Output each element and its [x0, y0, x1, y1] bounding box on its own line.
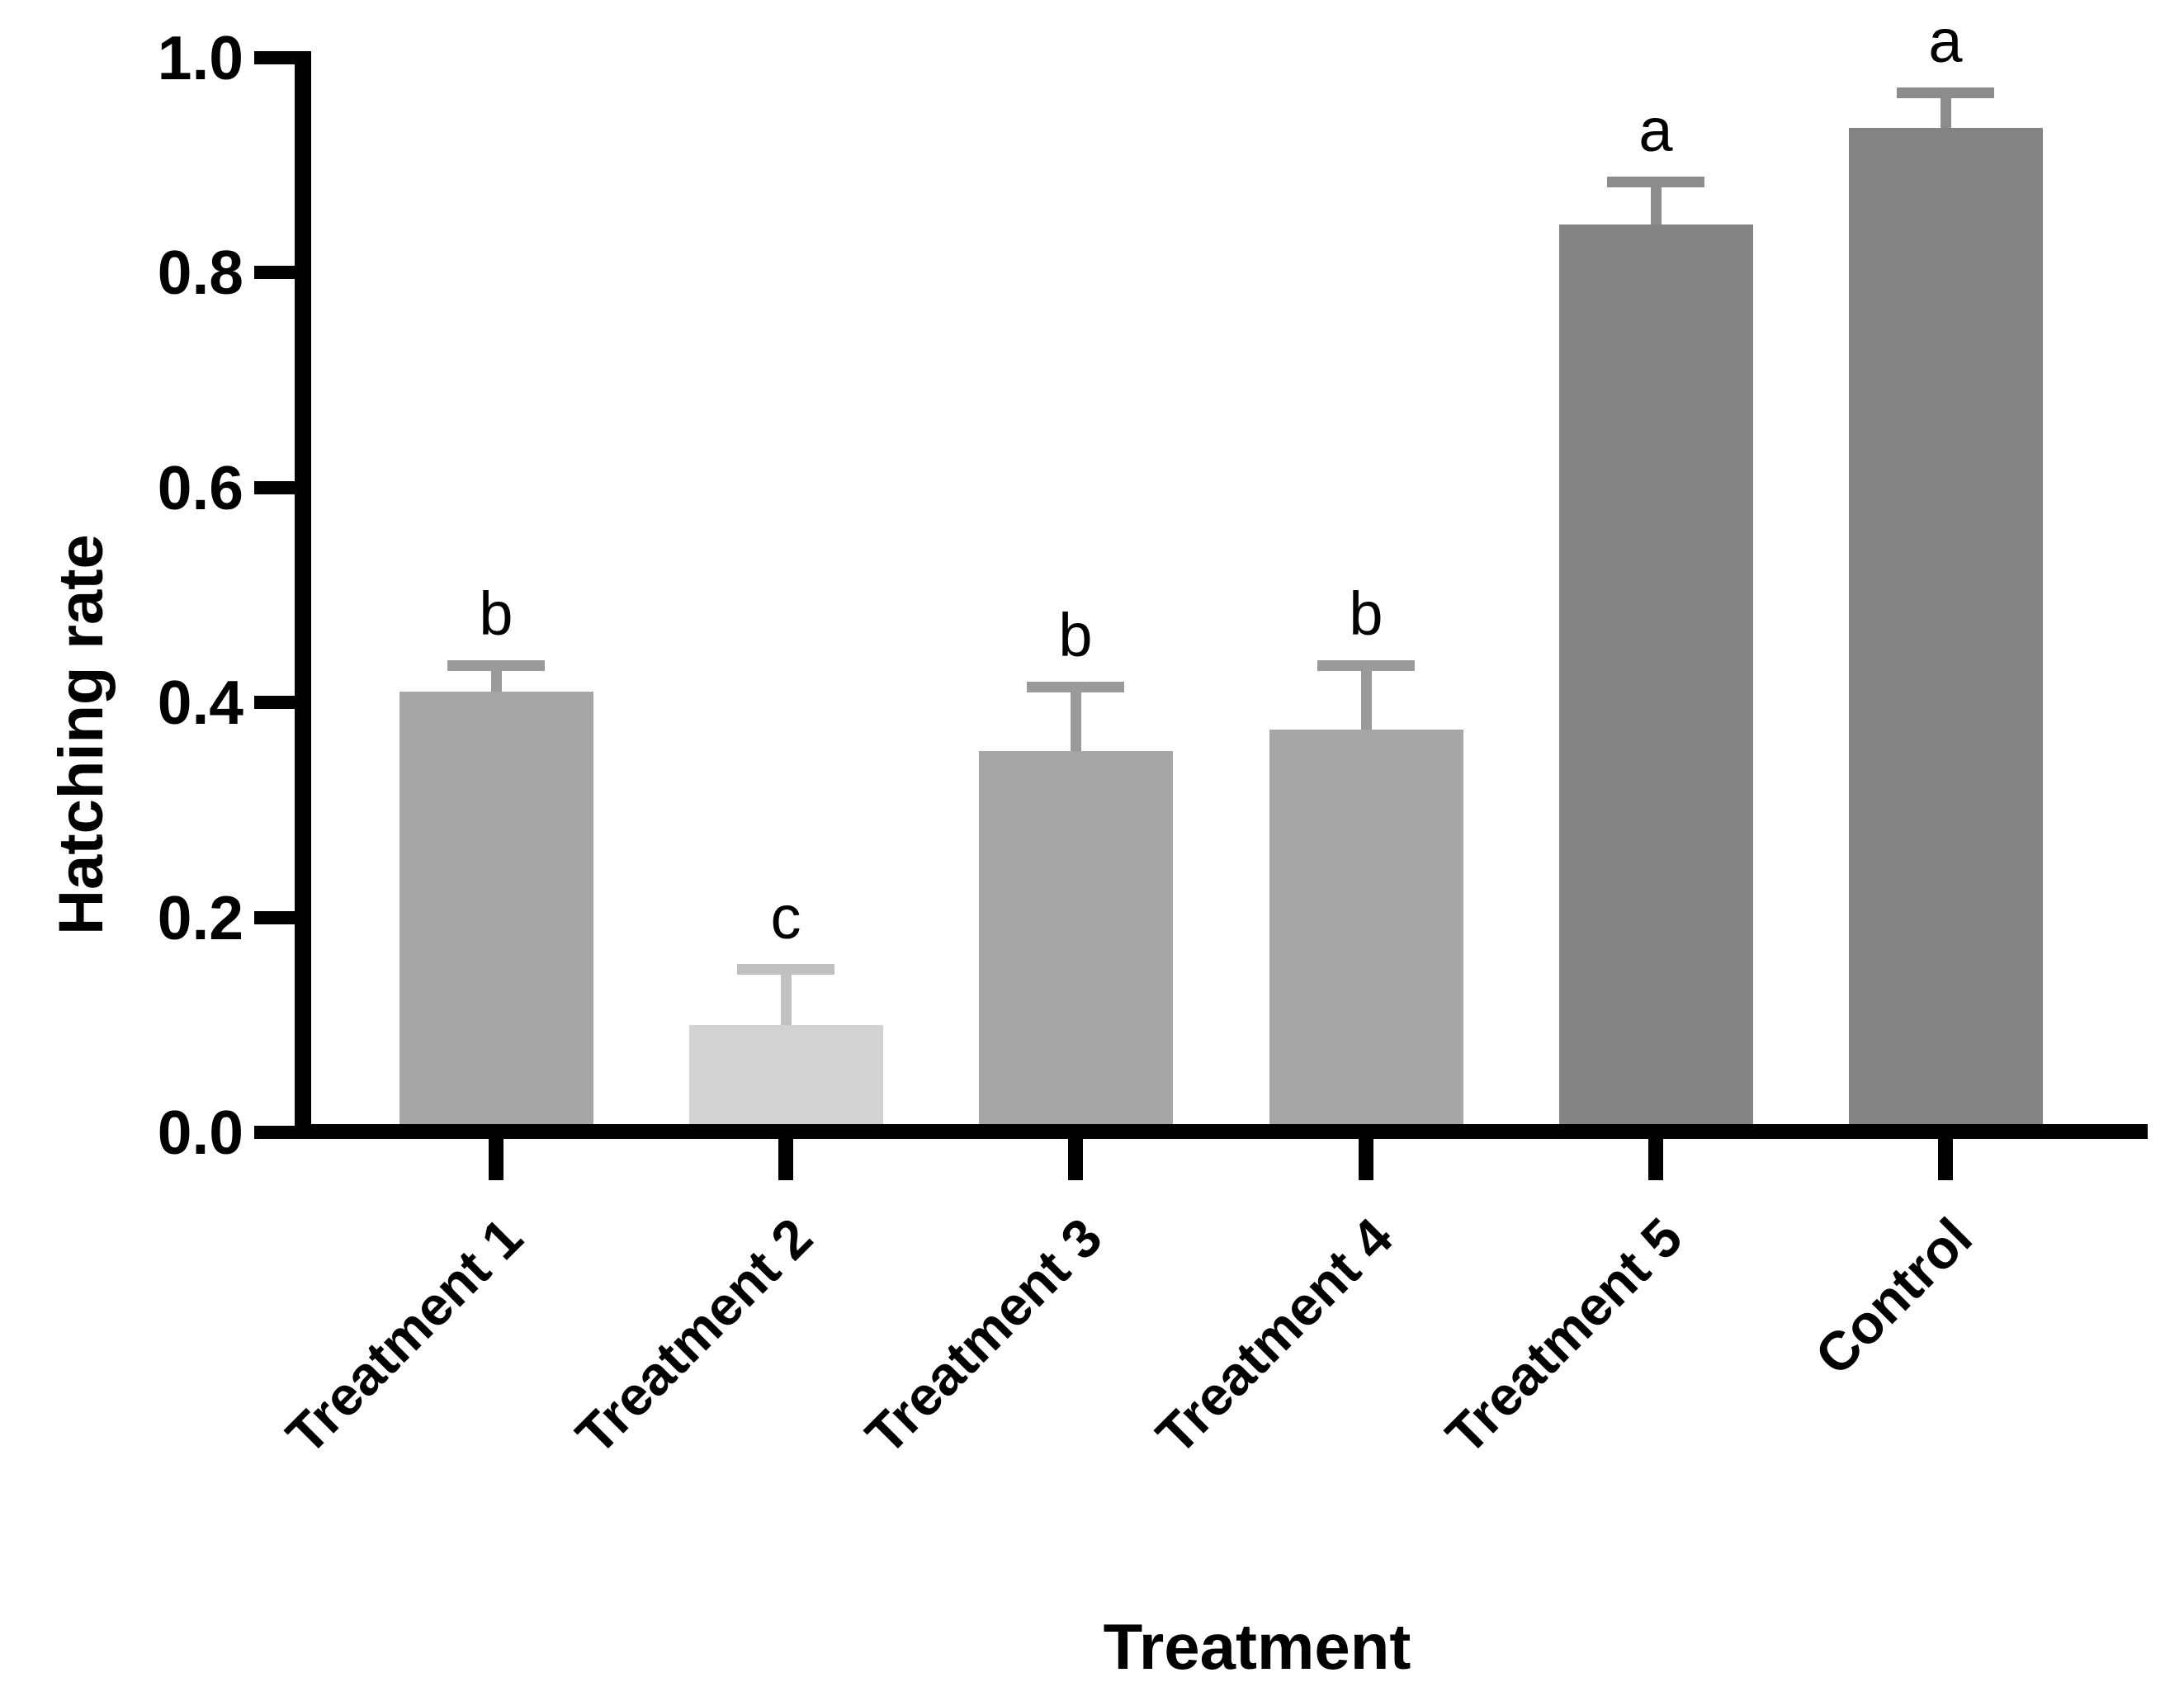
bar [399, 692, 593, 1124]
error-bar-cap [737, 964, 834, 975]
significance-letter: a [1928, 7, 1963, 75]
bar [1559, 224, 1753, 1124]
y-tick [254, 266, 295, 279]
x-tick [778, 1139, 793, 1180]
error-bar-stem [1651, 182, 1662, 224]
significance-letter: b [1058, 601, 1093, 669]
y-tick [254, 51, 295, 64]
y-tick-label: 0.0 [157, 1098, 243, 1167]
error-bar-cap [1607, 177, 1704, 187]
x-axis-title: Treatment [1103, 1610, 1411, 1683]
y-tick-label: 0.6 [157, 453, 243, 522]
x-tick [489, 1139, 503, 1180]
y-tick [254, 481, 295, 494]
y-tick-label: 0.4 [157, 668, 243, 737]
x-tick [1648, 1139, 1663, 1180]
y-tick-label: 1.0 [157, 23, 243, 92]
significance-letter: b [479, 579, 513, 648]
x-tick [1068, 1139, 1083, 1180]
error-bar-cap [1897, 87, 1994, 98]
bar [1849, 128, 2043, 1124]
y-tick [254, 911, 295, 924]
significance-letter: a [1638, 96, 1673, 164]
error-bar-stem [491, 665, 502, 692]
error-bar-stem [781, 969, 792, 1025]
error-bar-cap [1027, 682, 1124, 692]
y-tick-label: 0.2 [157, 883, 243, 952]
bar [1269, 730, 1463, 1124]
error-bar-stem [1361, 665, 1372, 730]
significance-letter: c [770, 883, 801, 952]
x-axis-baseline [295, 1124, 2148, 1139]
error-bar-cap [1317, 660, 1415, 671]
error-bar-stem [1071, 687, 1081, 751]
bar [689, 1025, 883, 1124]
y-tick-label: 0.8 [157, 238, 243, 307]
x-tick [1359, 1139, 1373, 1180]
x-tick [1938, 1139, 1953, 1180]
y-tick [254, 1126, 295, 1139]
bar [979, 751, 1173, 1124]
significance-letter: b [1349, 579, 1383, 648]
y-axis-spine [295, 51, 311, 1139]
error-bar-stem [1941, 92, 1951, 128]
y-tick [254, 696, 295, 709]
error-bar-cap [447, 660, 545, 671]
